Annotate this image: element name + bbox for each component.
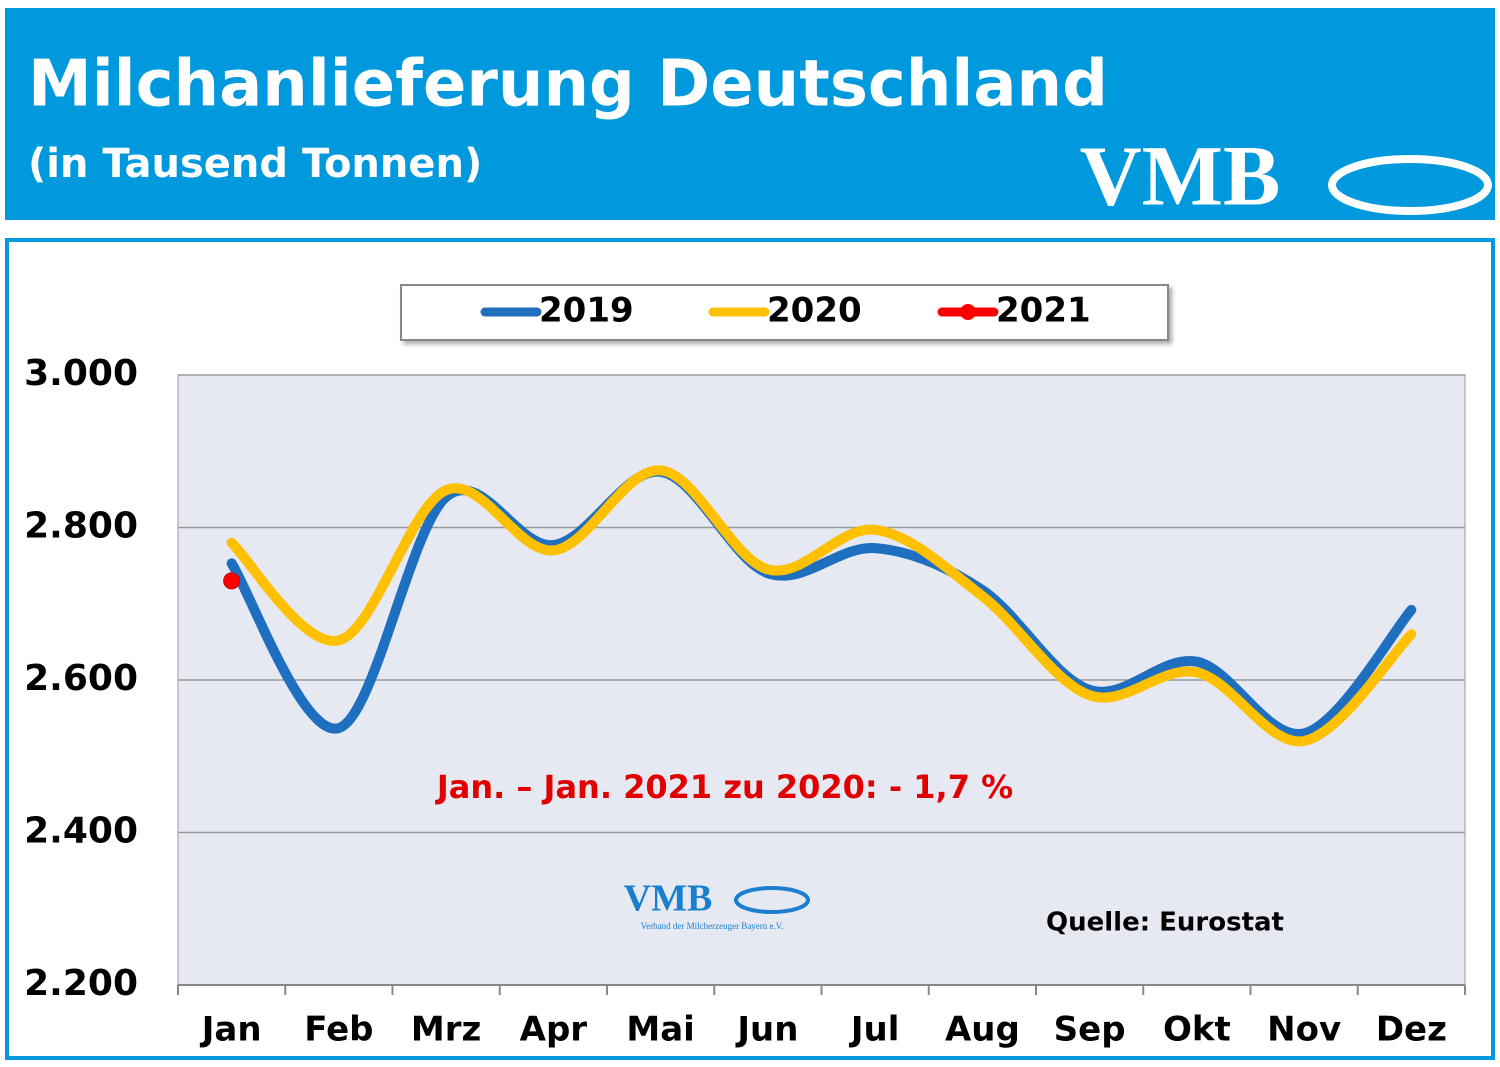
chart-title: Milchanlieferung Deutschland	[28, 48, 1108, 122]
y-tick-label: 2.800	[24, 506, 138, 547]
y-tick-label: 3.000	[24, 353, 138, 394]
series-line	[226, 465, 1417, 747]
x-tick-label: Jul	[849, 1010, 900, 1050]
header-banner	[5, 8, 1495, 220]
series-marker	[223, 572, 241, 590]
x-tick-label: Okt	[1163, 1010, 1231, 1050]
y-tick-label: 2.400	[24, 811, 138, 852]
x-tick-label: Jan	[200, 1010, 262, 1050]
x-tick-label: Mrz	[411, 1010, 481, 1050]
source-note: Quelle: Eurostat	[1046, 908, 1284, 938]
y-tick-label: 2.200	[24, 963, 138, 1004]
watermark-swoosh	[734, 886, 810, 914]
x-tick-label: Dez	[1376, 1010, 1447, 1050]
x-tick-label: Aug	[945, 1010, 1020, 1050]
annotation: Jan. – Jan. 2021 zu 2020: - 1,7 %	[435, 768, 1013, 806]
x-tick-label: Sep	[1054, 1010, 1126, 1050]
legend-label: 2020	[767, 291, 862, 331]
x-tick-label: Mai	[626, 1010, 694, 1050]
header-logo: VMB	[1080, 128, 1281, 224]
legend-label: 2021	[996, 291, 1091, 331]
legend-marker	[960, 304, 976, 320]
watermark-subtitle: Verband der Milcherzeuger Bayern e.V.	[641, 921, 784, 931]
y-tick-label: 2.600	[24, 658, 138, 699]
x-tick-label: Nov	[1267, 1010, 1341, 1050]
watermark-logo: VMB	[624, 878, 713, 920]
chart-subtitle: (in Tausend Tonnen)	[28, 141, 482, 187]
x-tick-label: Feb	[304, 1010, 373, 1050]
x-tick-label: Jun	[735, 1010, 798, 1050]
x-tick-label: Apr	[520, 1010, 588, 1050]
logo-swoosh	[1328, 155, 1492, 215]
legend-label: 2019	[539, 291, 634, 331]
